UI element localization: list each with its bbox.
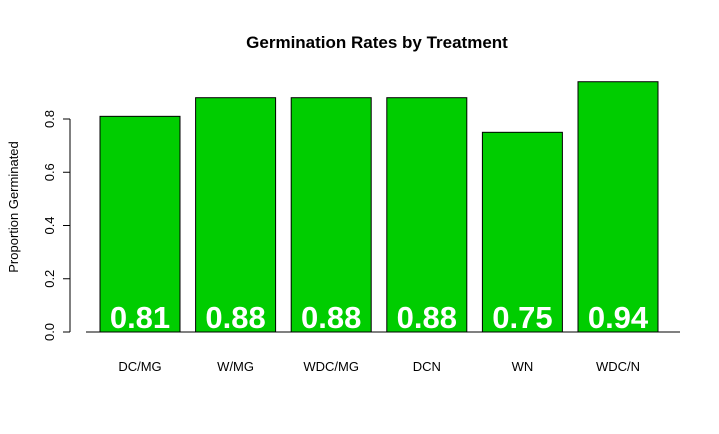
bar <box>577 81 659 333</box>
data-label: 0.75 <box>492 300 552 335</box>
data-label: 0.88 <box>205 300 265 335</box>
y-axis: 0.0 0.2 0.4 0.6 0.8 <box>42 110 71 341</box>
category-labels: DC/MG W/MG WDC/MG DCN WN WDC/N <box>118 359 640 374</box>
y-axis-label: Proportion Germinated <box>6 141 21 273</box>
bar <box>386 97 468 333</box>
y-tick-label: 0.2 <box>42 270 57 288</box>
data-label: 0.88 <box>397 300 457 335</box>
y-tick-label: 0.6 <box>42 163 57 181</box>
bar <box>99 115 181 333</box>
bar <box>195 97 277 333</box>
bar <box>290 97 372 333</box>
data-label: 0.94 <box>588 300 649 335</box>
category-label: WDC/N <box>596 359 640 374</box>
category-label: WDC/MG <box>303 359 359 374</box>
data-labels: 0.81 0.88 0.88 0.88 0.75 0.94 <box>110 300 649 335</box>
y-tick-label: 0.0 <box>42 323 57 341</box>
category-label: W/MG <box>217 359 254 374</box>
bar <box>481 131 563 333</box>
category-label: DC/MG <box>118 359 161 374</box>
category-label: WN <box>512 359 534 374</box>
category-label: DCN <box>413 359 441 374</box>
chart-title: Germination Rates by Treatment <box>246 33 508 52</box>
bars <box>99 81 659 333</box>
data-label: 0.88 <box>301 300 361 335</box>
y-tick-label: 0.8 <box>42 110 57 128</box>
data-label: 0.81 <box>110 300 170 335</box>
y-tick-label: 0.4 <box>42 216 57 234</box>
